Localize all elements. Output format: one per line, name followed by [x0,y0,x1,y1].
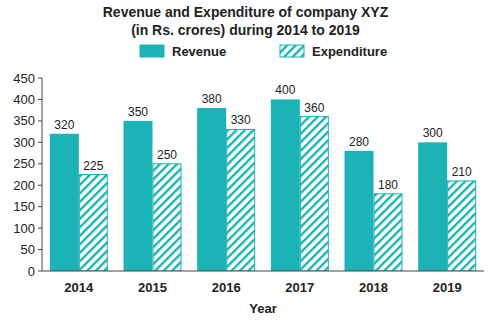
legend-label: Expenditure [312,44,387,59]
y-tick [38,142,42,143]
data-label: 360 [304,101,324,115]
y-tick-label: 150 [13,199,35,214]
legend-swatch [140,45,164,57]
y-tick [38,249,42,250]
data-label: 320 [54,118,74,132]
data-label: 380 [202,92,222,106]
y-tick [38,271,42,272]
data-label: 300 [423,126,443,140]
bar [448,181,476,271]
bar [124,121,153,271]
y-tick-label: 350 [13,113,35,128]
data-label: 330 [231,113,251,127]
data-label: 180 [378,178,398,192]
x-tick-label: 2017 [285,280,314,295]
data-label: 400 [275,83,295,97]
data-label: 250 [157,148,177,162]
bar [300,117,328,271]
bar [197,108,226,271]
y-tick-label: 200 [13,178,35,193]
y-tick [38,78,42,79]
y-tick [38,120,42,121]
data-label: 210 [452,165,472,179]
bar [271,99,300,271]
title: Revenue and Expenditure of company XYZ [103,4,389,20]
chart: Revenue and Expenditure of company XYZ (i… [0,0,491,320]
legend-label: Revenue [172,44,226,59]
bar [418,142,447,271]
data-label: 350 [128,105,148,119]
y-tick-label: 400 [13,92,35,107]
y-tick [38,206,42,207]
x-tick-label: 2019 [433,280,462,295]
y-tick-label: 100 [13,221,35,236]
x-tick-label: 2014 [64,280,94,295]
y-tick-label: 50 [21,242,35,257]
y-tick-label: 0 [28,264,35,279]
bar [227,129,255,271]
x-axis-label: Year [249,301,276,316]
bar [374,194,402,271]
y-tick [38,228,42,229]
x-axis [42,271,484,272]
data-label: 280 [349,135,369,149]
bar [79,175,107,272]
x-tick-label: 2018 [359,280,388,295]
data-label: 225 [83,159,103,173]
bars [50,99,476,271]
y-axis [42,78,43,271]
legend-swatch [280,45,304,57]
y-tick [38,99,42,100]
bar [153,164,181,271]
y-tick [38,185,42,186]
y-tick-label: 250 [13,156,35,171]
subtitle: (in Rs. crores) during 2014 to 2019 [131,22,360,38]
bar [345,151,374,271]
y-tick-label: 450 [13,71,35,86]
x-tick-label: 2016 [212,280,241,295]
y-tick [38,163,42,164]
bar [50,134,79,271]
data-labels: 320 350 380 400 280 300 225 250 330 360 180 210 [54,83,472,191]
x-tick-label: 2015 [138,280,167,295]
y-tick-label: 300 [13,135,35,150]
